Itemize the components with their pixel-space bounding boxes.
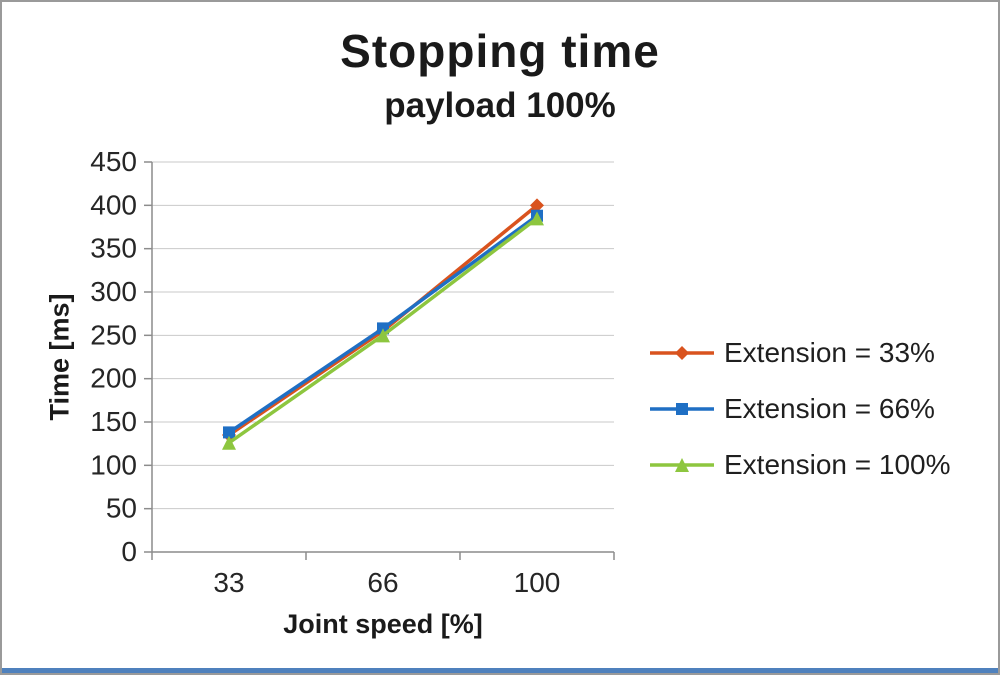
chart-subtitle: payload 100% (384, 86, 616, 125)
legend-marker (675, 346, 689, 360)
bottom-border-line (2, 668, 998, 673)
legend-key-square-icon (650, 403, 714, 415)
y-tick-label: 250 (90, 319, 137, 350)
legend-item: Extension = 100% (650, 449, 951, 480)
legend-item: Extension = 33% (650, 337, 951, 368)
y-tick-label: 300 (90, 276, 137, 307)
legend-label: Extension = 33% (724, 337, 935, 368)
chart-title: Stopping time (340, 25, 660, 77)
legend-marker (676, 403, 688, 415)
plot-area: 0 50 100 150 200 250 300 350 400 450 33 66 100 (90, 150, 615, 598)
y-tick-label: 450 (90, 150, 137, 177)
series-marker-triangle (376, 328, 390, 343)
x-axis-title: Joint speed [%] (283, 609, 483, 639)
legend-item: Extension = 66% (650, 393, 951, 424)
series-marker-triangle (222, 435, 236, 450)
legend-key-triangle-icon (650, 458, 714, 472)
y-tick-label: 150 (90, 406, 137, 437)
legend-key-diamond-icon (650, 346, 714, 360)
y-axis-title: Time [ms] (44, 293, 75, 421)
x-tick-label: 66 (367, 567, 398, 598)
x-tick-label: 33 (213, 567, 244, 598)
y-tick-label: 100 (90, 449, 137, 480)
legend-label: Extension = 100% (724, 449, 951, 480)
chart-legend: Extension = 33% Extension = 66% Extension … (650, 337, 951, 506)
y-tick-label: 350 (90, 233, 137, 264)
y-tick-label: 0 (121, 536, 137, 567)
series-marker-square (223, 426, 235, 439)
series-marker-triangle (530, 211, 544, 226)
x-tick-label: 100 (514, 567, 561, 598)
series-marker-diamond (530, 198, 544, 213)
y-tick-label: 200 (90, 363, 137, 394)
legend-marker (675, 458, 689, 472)
y-tick-label: 400 (90, 189, 137, 220)
legend-label: Extension = 66% (724, 393, 935, 424)
y-tick-label: 50 (106, 493, 137, 524)
